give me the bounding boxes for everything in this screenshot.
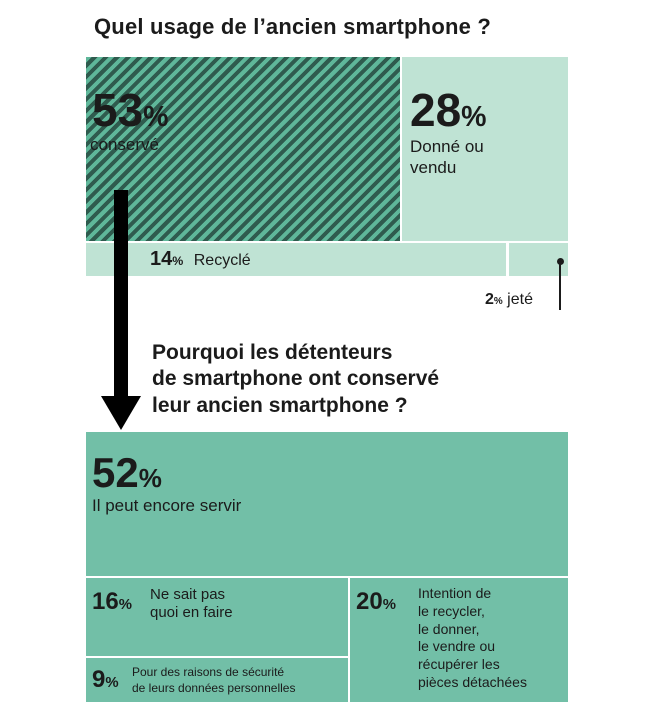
category-label-jete: jeté <box>507 291 533 308</box>
value-label-recycle: 14% Recyclé <box>150 248 251 270</box>
category-label-recycle: Recyclé <box>193 252 251 269</box>
category-label-securite: Pour des raisons de sécurité de leurs do… <box>132 664 295 696</box>
value-label-securite: 9% <box>92 666 119 693</box>
value-label-jete: 2% jeté <box>485 291 533 308</box>
category-label-nesaitpas: Ne sait pas quoi en faire <box>150 586 233 623</box>
category-label-intention-line: Intention de <box>418 585 492 601</box>
category-label-nesaitpas-line: Ne sait pas <box>150 586 226 603</box>
category-label-servir: Il peut encore servir <box>92 496 242 515</box>
chart-title-raisons-line: Pourquoi les détenteurs <box>152 341 393 364</box>
leader-line-jete <box>559 262 561 310</box>
value-label-servir: 52% <box>92 449 162 496</box>
tile-donne: 28% Donné ou vendu <box>402 57 568 241</box>
category-label-intention: Intention de le recycler, le donner, le … <box>418 585 527 692</box>
value-label-conserve: 53% <box>92 84 169 136</box>
chart-title-usage: Quel usage de l’ancien smartphone ? <box>94 14 491 39</box>
arrow-head <box>101 396 141 430</box>
tile-intention: 20% Intention de le recycler, le donner,… <box>350 578 568 702</box>
value-label-donne: 28% <box>410 84 487 136</box>
tile-servir: 52% Il peut encore servir <box>86 432 568 576</box>
chart-title-raisons: Pourquoi les détenteurs de smartphone on… <box>152 340 439 419</box>
category-label-intention-line: récupérer les <box>418 656 500 673</box>
category-label-intention-line: pièces détachées <box>418 673 527 690</box>
category-label-conserve: conservé <box>90 135 159 154</box>
arrow-shaft <box>114 190 128 398</box>
category-label-securite-line: Pour des raisons de sécurité <box>132 665 285 679</box>
value-label-nesaitpas: 16% <box>92 588 132 615</box>
category-label-donne-line: Donné ou <box>410 137 484 156</box>
category-label-securite-line: de leurs données personnelles <box>132 681 296 696</box>
category-label-donne-line: vendu <box>410 157 457 177</box>
value-label-intention: 20% <box>356 588 396 615</box>
category-label-nesaitpas-line: quoi en faire <box>150 604 233 622</box>
category-label-intention-line: le vendre ou <box>418 638 496 655</box>
category-label-intention-line: le donner, <box>418 620 480 637</box>
chart-title-raisons-line: de smartphone ont conservé <box>152 367 440 391</box>
category-label-donne: Donné ou vendu <box>410 137 484 178</box>
leader-dot-jete <box>557 258 564 265</box>
tile-conserve: 53% conservé <box>86 57 400 241</box>
tile-recycle: 14% Recyclé <box>86 243 506 276</box>
category-label-intention-line: le recycler, <box>418 602 485 619</box>
tile-nesaitpas: 16% Ne sait pas quoi en faire <box>86 578 348 656</box>
tile-securite: 9% Pour des raisons de sécurité de leurs… <box>86 658 348 702</box>
chart-title-raisons-line: leur ancien smartphone ? <box>152 393 408 417</box>
